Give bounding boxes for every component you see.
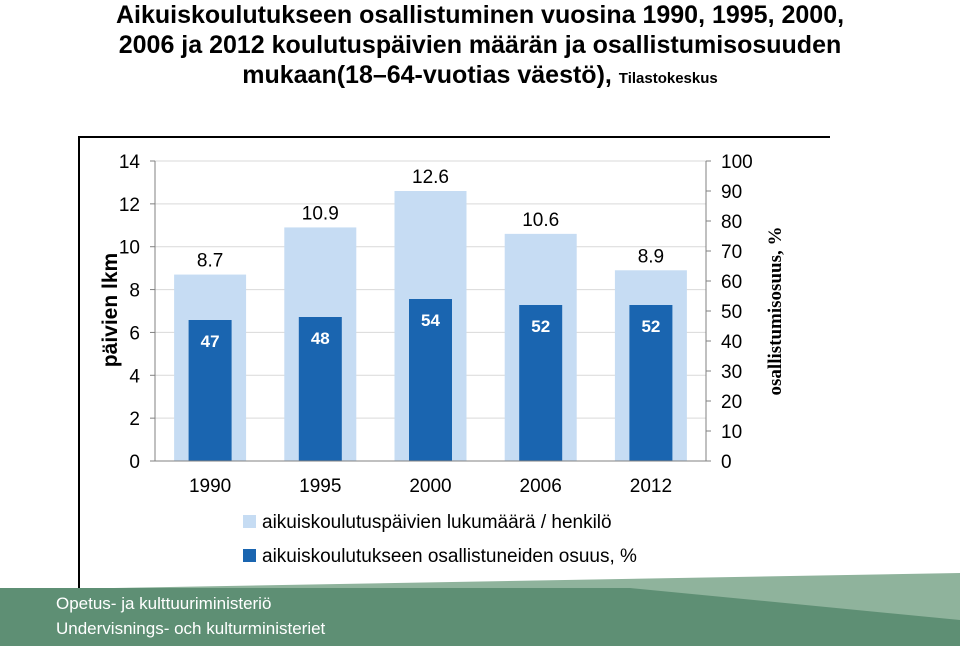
bar-share-label-1990: 47 — [201, 332, 220, 351]
x-tick-label-2000: 2000 — [409, 476, 451, 497]
y-axis-label-right: osallistumisosuus, % — [765, 227, 786, 396]
right-tick-label: 60 — [721, 272, 742, 293]
right-tick-label: 50 — [721, 302, 742, 323]
axes: 0 2 4 6 8 10 12 14 0 10 20 30 40 50 60 70 80 90 100 1990 199… — [99, 152, 786, 497]
title-line-1: Aikuiskoulutukseen osallistuminen vuosin… — [115, 1, 845, 29]
legend-label-1: aikuiskoulutuspäivien lukumäärä / henkil… — [262, 512, 612, 533]
bar-share-label-2000: 54 — [421, 311, 440, 330]
right-tick-label: 0 — [721, 452, 732, 473]
x-tick-label-1990: 1990 — [189, 476, 231, 497]
legend-swatch-1 — [243, 515, 256, 528]
left-tick-label: 4 — [129, 366, 140, 387]
right-tick-label: 100 — [721, 152, 753, 173]
bar-days-label-2000: 12.6 — [412, 167, 449, 188]
bar-share-1990 — [188, 320, 232, 461]
bars: 8.7 47 10.9 48 12.6 54 10.6 52 8.9 52 — [174, 167, 687, 461]
legend-label-2: aikuiskoulutukseen osallistuneiden osuus… — [262, 546, 637, 567]
x-tick-label-2006: 2006 — [520, 476, 562, 497]
legend: aikuiskoulutuspäivien lukumäärä / henkil… — [243, 512, 637, 567]
left-tick-label: 14 — [119, 152, 141, 173]
left-tick-label: 2 — [129, 409, 140, 430]
title-source: Tilastokeskus — [618, 70, 718, 87]
bar-share-2006 — [519, 305, 563, 461]
right-tick-label: 30 — [721, 362, 742, 383]
left-tick-label: 8 — [129, 281, 140, 302]
right-tick-label: 80 — [721, 212, 742, 233]
right-tick-label: 10 — [721, 422, 742, 443]
right-tick-label: 40 — [721, 332, 742, 353]
bar-days-label-1995: 10.9 — [302, 203, 339, 224]
bar-share-label-2006: 52 — [531, 317, 550, 336]
left-tick-label: 12 — [119, 195, 140, 216]
bar-days-label-2012: 8.9 — [638, 246, 664, 267]
footer-band-dark — [0, 588, 960, 646]
right-tick-label: 20 — [721, 392, 742, 413]
x-tick-label-2012: 2012 — [630, 476, 672, 497]
legend-swatch-2 — [243, 549, 256, 562]
footer-ministry-sv: Undervisnings- och kulturministeriet — [56, 619, 326, 638]
bar-days-label-1990: 8.7 — [197, 251, 223, 272]
bar-share-2000 — [409, 299, 452, 461]
left-tick-label: 6 — [129, 323, 140, 344]
bar-share-label-1995: 48 — [311, 329, 330, 348]
right-tick-label: 70 — [721, 242, 742, 263]
bar-days-label-2006: 10.6 — [522, 210, 559, 231]
title-line-3: mukaan(18–64-vuotias väestö), Tilastokes… — [0, 60, 960, 94]
right-tick-label: 90 — [721, 182, 742, 203]
title-line-2: 2006 ja 2012 koulutuspäivien määrän ja o… — [118, 31, 842, 59]
bar-share-2012 — [629, 305, 673, 461]
left-tick-label: 0 — [129, 452, 140, 473]
title-line-3-text: mukaan(18–64-vuotias väestö), — [242, 61, 612, 89]
footer-ministry-fi: Opetus- ja kulttuuriministeriö — [56, 594, 272, 613]
bar-share-1995 — [298, 317, 342, 461]
chart-title: Aikuiskoulutukseen osallistuminen vuosin… — [0, 0, 960, 94]
y-axis-label-left: päivien lkm — [99, 253, 122, 367]
left-tick-label: 10 — [119, 238, 140, 259]
bar-share-label-2012: 52 — [641, 317, 660, 336]
x-tick-label-1995: 1995 — [299, 476, 341, 497]
